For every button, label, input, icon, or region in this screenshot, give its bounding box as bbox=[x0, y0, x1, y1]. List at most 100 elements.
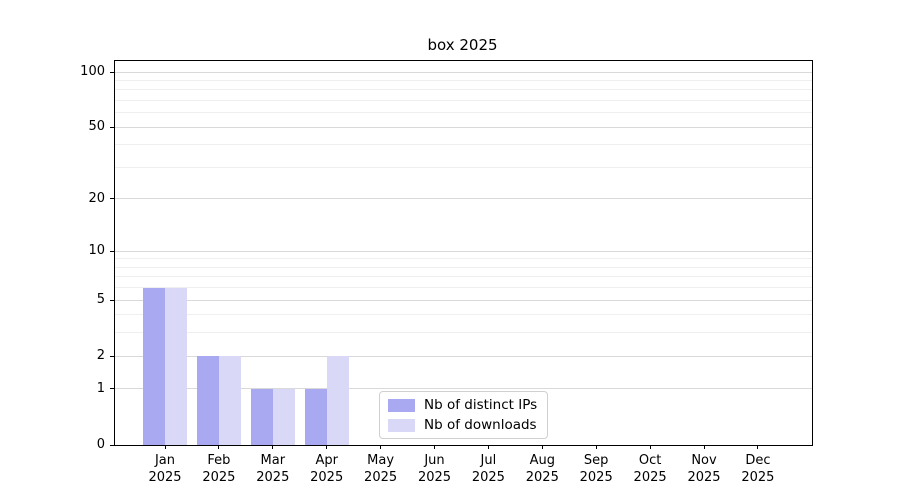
x-axis-year: 2025 bbox=[256, 470, 290, 485]
legend: Nb of distinct IPs Nb of downloads bbox=[379, 391, 549, 439]
y-axis-tick bbox=[110, 71, 114, 73]
x-axis-tick-label: Mar 2025 bbox=[241, 452, 305, 486]
x-axis-year: 2025 bbox=[148, 470, 182, 485]
y-axis-tick bbox=[110, 355, 114, 357]
gridline-major bbox=[115, 71, 812, 73]
gridline-major bbox=[115, 198, 812, 200]
x-axis-tick bbox=[541, 445, 543, 449]
x-axis-tick bbox=[703, 445, 705, 449]
y-axis-tick-label: 2 bbox=[96, 348, 105, 364]
legend-label-downloads: Nb of downloads bbox=[424, 417, 537, 433]
gridline-major bbox=[115, 126, 812, 128]
gridline-major bbox=[115, 299, 812, 301]
bar-nb-of-downloads bbox=[272, 388, 295, 445]
x-axis-month: Sep bbox=[583, 453, 609, 468]
gridline-minor bbox=[115, 314, 812, 316]
bar-nb-of-downloads bbox=[218, 356, 241, 445]
x-axis-year: 2025 bbox=[202, 470, 236, 485]
x-axis-year: 2025 bbox=[471, 470, 505, 485]
x-axis-month: Aug bbox=[529, 453, 555, 468]
gridline-major bbox=[115, 388, 812, 390]
legend-swatch-downloads bbox=[388, 418, 415, 432]
x-axis-year: 2025 bbox=[364, 470, 398, 485]
x-axis-tick-label: Dec 2025 bbox=[726, 452, 790, 486]
y-axis-tick-label: 1 bbox=[96, 380, 105, 396]
legend-label-distinct-ips: Nb of distinct IPs bbox=[424, 397, 538, 413]
x-axis-month: Apr bbox=[315, 453, 338, 468]
y-axis-tick bbox=[110, 250, 114, 252]
gridline-minor bbox=[115, 276, 812, 278]
x-axis-month: May bbox=[367, 453, 395, 468]
x-axis-year: 2025 bbox=[525, 470, 559, 485]
gridline-minor bbox=[115, 144, 812, 146]
x-axis-tick-label: Jan 2025 bbox=[133, 452, 197, 486]
gridline-minor bbox=[115, 258, 812, 260]
y-axis-tick-label: 50 bbox=[88, 119, 105, 135]
legend-item-downloads: Nb of downloads bbox=[388, 417, 537, 433]
x-axis-year: 2025 bbox=[417, 470, 452, 485]
x-axis-month: Jan bbox=[154, 453, 176, 468]
x-axis-tick bbox=[380, 445, 382, 449]
x-axis-month: Jul bbox=[480, 453, 497, 468]
plot-area: Nb of distinct IPs Nb of downloads 0 1 2 5 1… bbox=[80, 60, 813, 485]
bar-nb-of-downloads bbox=[326, 356, 349, 445]
x-axis-year: 2025 bbox=[579, 470, 613, 485]
gridline-minor bbox=[115, 332, 812, 334]
gridline-major bbox=[115, 355, 812, 357]
y-axis-tick-label: 5 bbox=[96, 292, 105, 308]
gridline-minor bbox=[115, 79, 812, 81]
x-axis-tick bbox=[757, 445, 759, 449]
gridline-major bbox=[115, 250, 812, 252]
legend-swatch-distinct-ips bbox=[388, 398, 415, 412]
x-axis-tick bbox=[164, 445, 166, 449]
chart-title: box 2025 bbox=[427, 36, 498, 54]
x-axis-tick-label: Oct 2025 bbox=[618, 452, 682, 486]
bar-nb-of-downloads bbox=[165, 287, 187, 445]
bar-nb-of-distinct-ips bbox=[196, 356, 219, 445]
y-axis-tick bbox=[110, 444, 114, 446]
x-axis-tick bbox=[649, 445, 651, 449]
gridline-minor bbox=[115, 287, 812, 289]
x-axis-tick bbox=[434, 445, 435, 449]
x-axis-year: 2025 bbox=[633, 470, 667, 485]
gridline-minor bbox=[115, 89, 812, 91]
bar-nb-of-distinct-ips bbox=[250, 388, 273, 445]
x-axis-month: Jun bbox=[424, 453, 445, 468]
x-axis-tick bbox=[218, 445, 220, 449]
x-axis-tick-label: Jul 2025 bbox=[456, 452, 520, 486]
gridline-minor bbox=[115, 266, 812, 268]
bar-nb-of-distinct-ips bbox=[143, 287, 165, 445]
x-axis-month: Mar bbox=[260, 453, 286, 468]
x-axis-month: Oct bbox=[638, 453, 662, 468]
y-axis-tick-label: 20 bbox=[88, 190, 105, 206]
x-axis-month: Nov bbox=[691, 453, 717, 468]
x-axis-tick-label: Jun 2025 bbox=[403, 452, 467, 486]
legend-item-distinct-ips: Nb of distinct IPs bbox=[388, 397, 537, 413]
x-axis-tick-label: May 2025 bbox=[349, 452, 413, 486]
x-axis-month: Feb bbox=[207, 453, 231, 468]
y-axis-tick-label: 0 bbox=[96, 437, 105, 452]
x-axis-year: 2025 bbox=[310, 470, 344, 485]
x-axis-tick-label: Nov 2025 bbox=[672, 452, 736, 486]
y-axis-tick-label: 10 bbox=[88, 243, 105, 259]
y-axis-tick bbox=[110, 299, 114, 301]
x-axis-tick bbox=[272, 445, 274, 449]
x-axis-tick bbox=[326, 445, 328, 449]
bar-nb-of-distinct-ips bbox=[304, 388, 327, 445]
x-axis-year: 2025 bbox=[687, 470, 721, 485]
x-axis-tick-label: Feb 2025 bbox=[187, 452, 251, 486]
x-axis-tick-label: Aug 2025 bbox=[510, 452, 574, 486]
y-axis-tick bbox=[110, 198, 114, 200]
x-axis-month: Dec bbox=[745, 453, 771, 468]
x-axis-tick bbox=[595, 445, 597, 449]
x-axis-tick-label: Sep 2025 bbox=[564, 452, 628, 486]
y-axis-tick-label: 100 bbox=[80, 64, 105, 79]
gridline-minor bbox=[115, 112, 812, 114]
x-axis-year: 2025 bbox=[741, 470, 775, 485]
y-axis-tick bbox=[110, 126, 114, 128]
gridline-minor bbox=[115, 166, 812, 168]
y-axis-tick bbox=[110, 388, 114, 390]
x-axis-tick bbox=[487, 445, 489, 449]
x-axis-tick-label: Apr 2025 bbox=[295, 452, 359, 486]
